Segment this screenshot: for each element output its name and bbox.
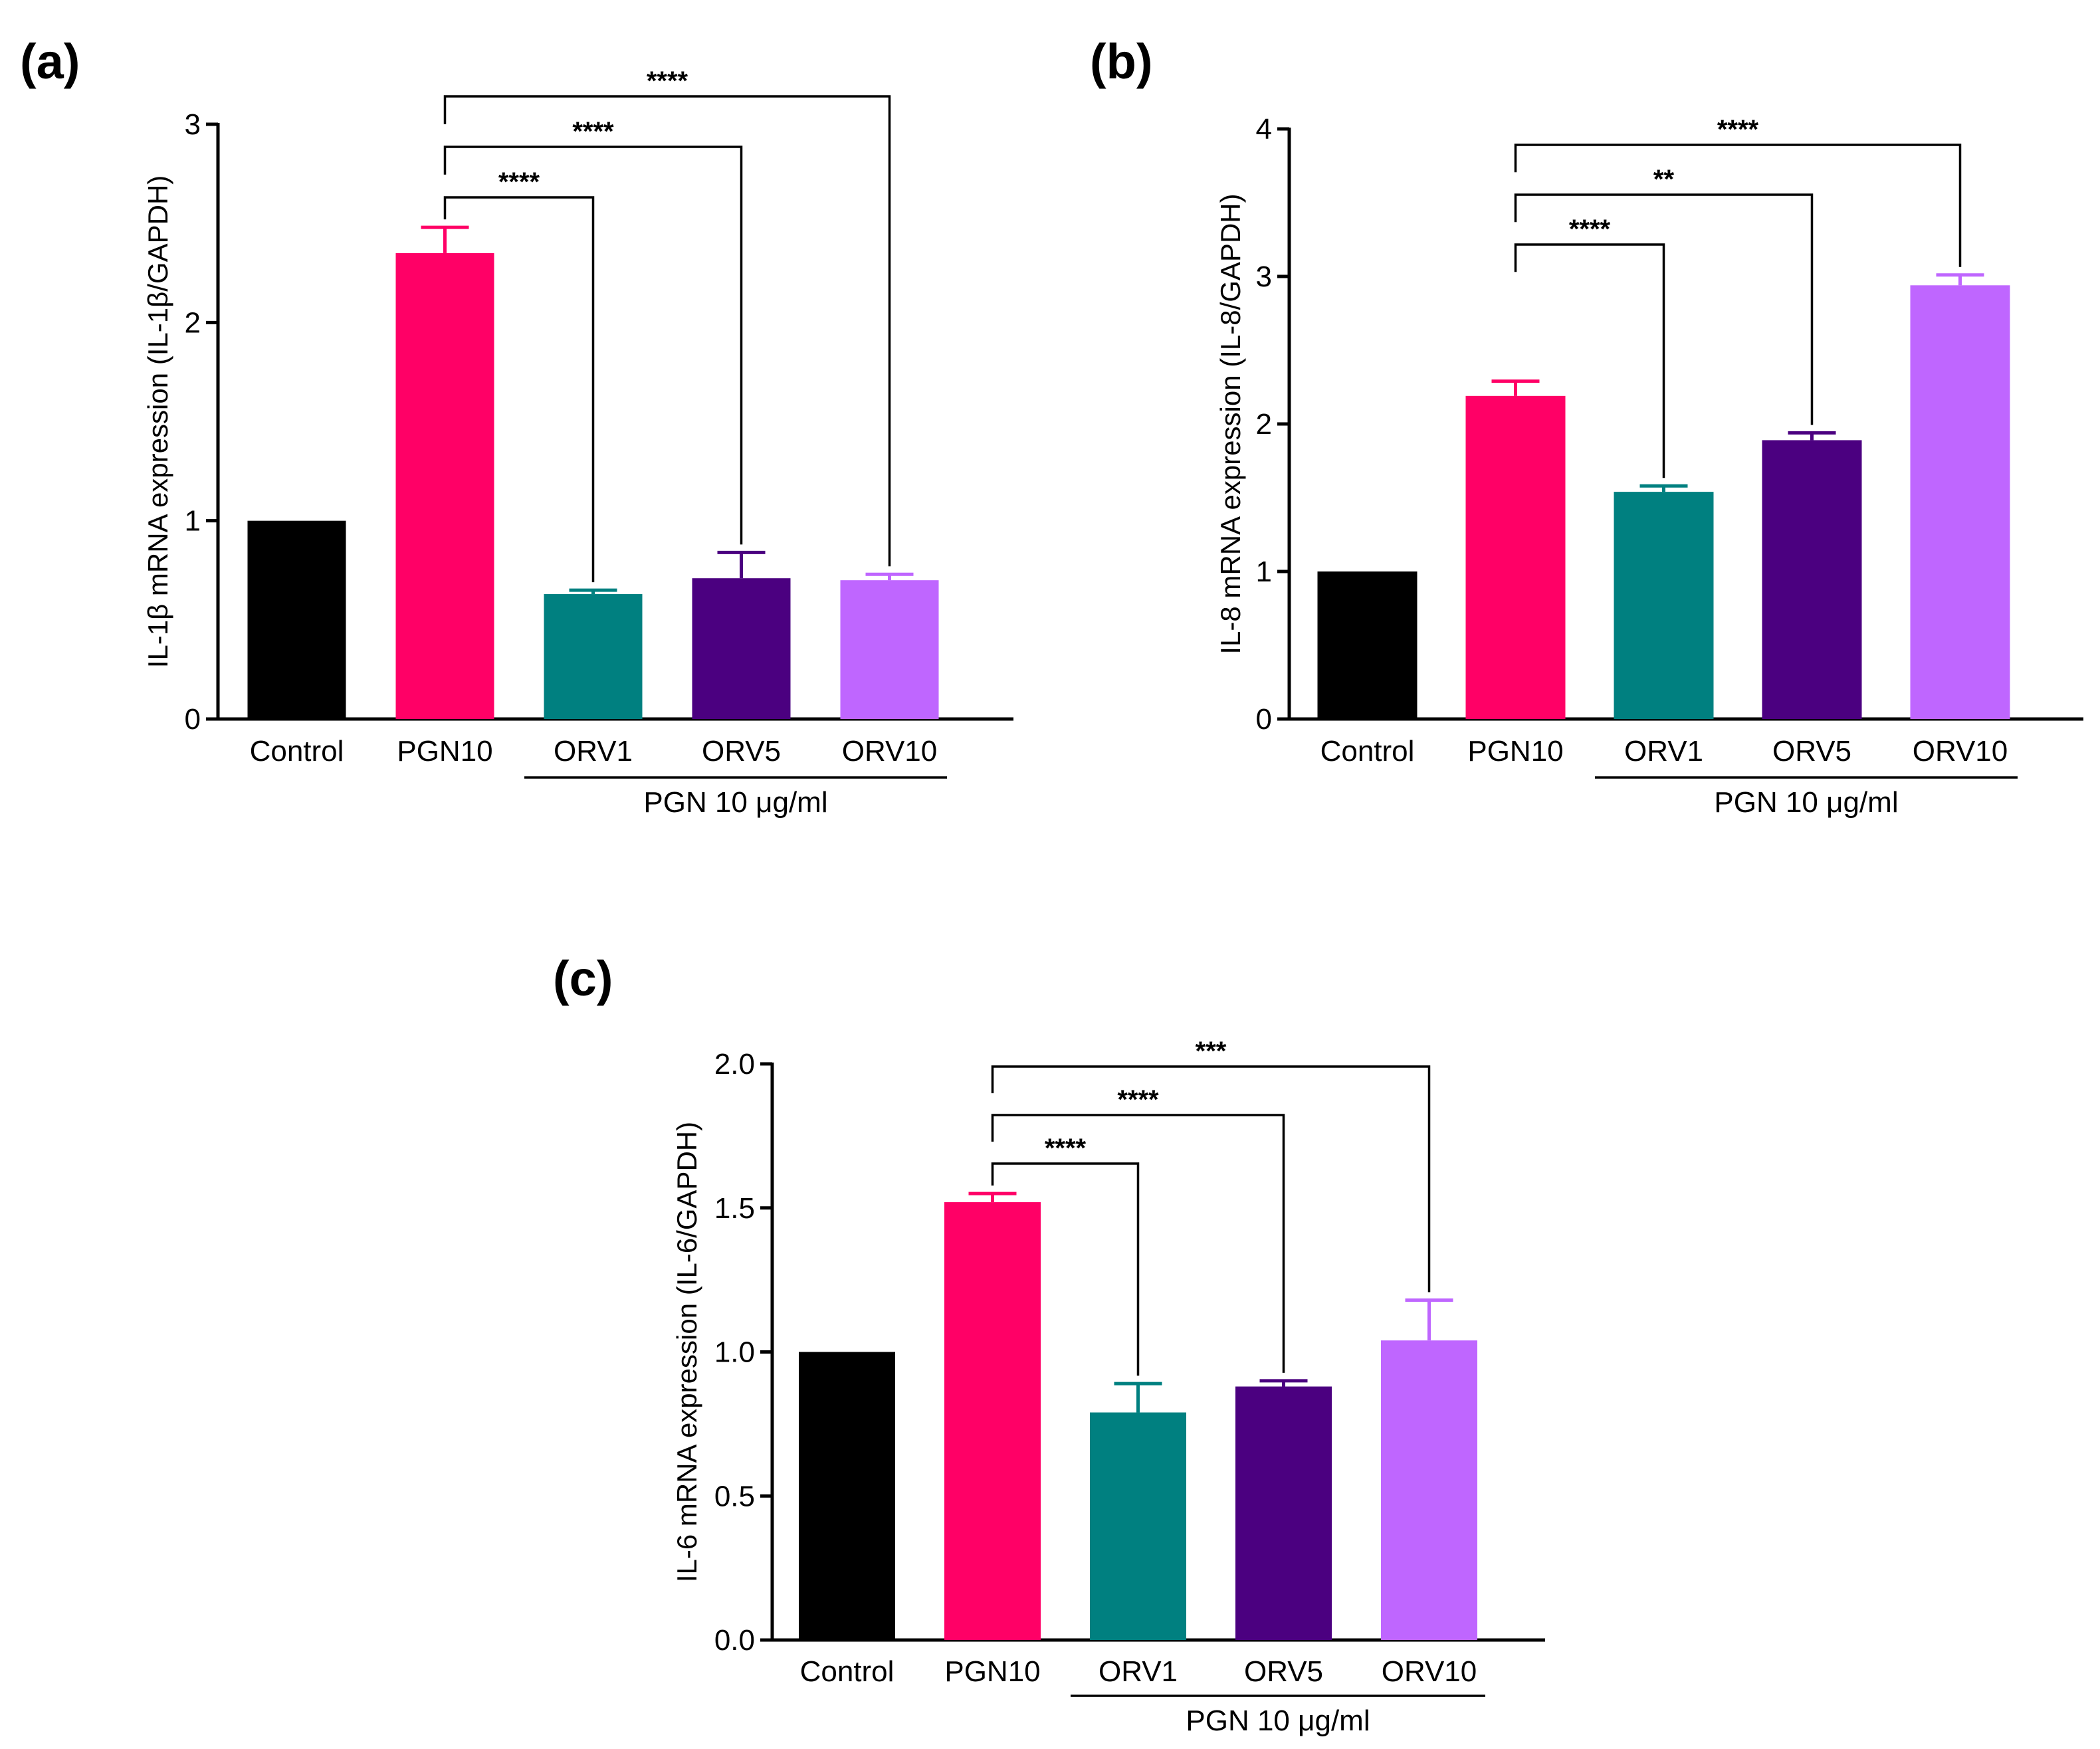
x-tick-label: Control (1320, 735, 1415, 768)
significance-bracket (1514, 193, 1814, 425)
y-tick-label: 4 (1256, 113, 1272, 146)
x-tick-label: ORV5 (1244, 1655, 1323, 1688)
significance-bracket (1514, 144, 1962, 267)
x-tick-label: PGN10 (397, 735, 492, 768)
bar (1235, 1386, 1332, 1640)
bar (395, 253, 494, 720)
significance-label: **** (498, 167, 540, 197)
bar (799, 1352, 895, 1640)
y-tick-label: 1.0 (714, 1336, 755, 1369)
bar (1614, 492, 1714, 719)
significance-label: **** (1045, 1134, 1087, 1163)
bar (1317, 571, 1418, 719)
x-tick-label: ORV1 (1099, 1655, 1178, 1688)
significance-label: **** (647, 66, 688, 96)
y-tick-label: 1 (185, 505, 201, 538)
y-tick-label: 0.0 (714, 1624, 755, 1657)
y-tick-label: 0 (185, 703, 201, 736)
bar (544, 594, 643, 719)
significance-bracket (443, 196, 595, 583)
x-tick-label: ORV10 (1913, 735, 2008, 768)
bar (1465, 395, 1566, 719)
group-label: PGN 10 μg/ml (1714, 786, 1898, 819)
panel-c: (c) 0.0 0.5 1.0 1.5 2.0 IL-6 mRNA expression (… (553, 951, 1545, 1737)
panel-label: (a) (20, 34, 80, 89)
x-tick-label: ORV1 (554, 735, 633, 768)
bar (944, 1202, 1041, 1640)
y-tick-label: 3 (185, 108, 201, 141)
bar (247, 520, 346, 719)
y-axis-label: IL-1β mRNA expression (IL-1β/GAPDH) (142, 175, 173, 669)
x-tick-label: PGN10 (1467, 735, 1563, 768)
y-axis-label: IL-6 mRNA expression (IL-6/GAPDH) (671, 1122, 702, 1582)
significance-label: *** (1196, 1037, 1227, 1066)
significance-bracket (991, 1114, 1285, 1373)
y-tick-label: 0 (1256, 703, 1272, 736)
significance-label: **** (1569, 215, 1611, 244)
bar (1762, 440, 1862, 719)
significance-bracket (991, 1065, 1431, 1292)
x-tick-label: ORV5 (1772, 735, 1851, 768)
significance-bracket (443, 146, 743, 545)
bar (840, 580, 939, 719)
x-tick-label: PGN10 (944, 1655, 1040, 1688)
significance-bracket (443, 95, 891, 567)
significance-label: **** (1117, 1085, 1159, 1114)
y-axis-label: IL-8 mRNA expression (IL-8/GAPDH) (1215, 193, 1246, 654)
y-tick-label: 2 (1256, 408, 1272, 441)
y-tick-label: 1.5 (714, 1192, 755, 1225)
y-tick-label: 2.0 (714, 1048, 755, 1080)
y-tick-label: 3 (1256, 260, 1272, 293)
significance-bracket (991, 1162, 1140, 1376)
panel-a: (a) 0 1 2 3 IL-1β mRNA expression (IL-1β/GAPD… (20, 34, 1013, 819)
y-tick-label: 0.5 (714, 1480, 755, 1512)
significance-label: **** (572, 117, 614, 146)
x-tick-label: ORV10 (1382, 1655, 1477, 1688)
bar (1910, 285, 2010, 719)
x-tick-label: ORV5 (702, 735, 781, 768)
bar (692, 578, 791, 719)
x-tick-label: Control (250, 735, 344, 768)
x-tick-label: ORV1 (1624, 735, 1703, 768)
group-label: PGN 10 μg/ml (643, 786, 827, 819)
panel-label: (c) (553, 951, 613, 1006)
significance-label: **** (1717, 115, 1759, 144)
y-tick-label: 2 (185, 306, 201, 339)
panel-label: (b) (1090, 34, 1153, 89)
bar (1381, 1340, 1477, 1640)
significance-bracket (1514, 243, 1665, 478)
group-label: PGN 10 μg/ml (1186, 1704, 1370, 1737)
x-tick-label: ORV10 (842, 735, 938, 768)
bar (1090, 1412, 1186, 1640)
panel-b: (b) 0 1 2 3 4 IL-8 mRNA expression (IL-8/GAPDH… (1090, 34, 2083, 819)
significance-label: ** (1653, 165, 1675, 194)
x-tick-label: Control (800, 1655, 894, 1688)
y-tick-label: 1 (1256, 556, 1272, 588)
